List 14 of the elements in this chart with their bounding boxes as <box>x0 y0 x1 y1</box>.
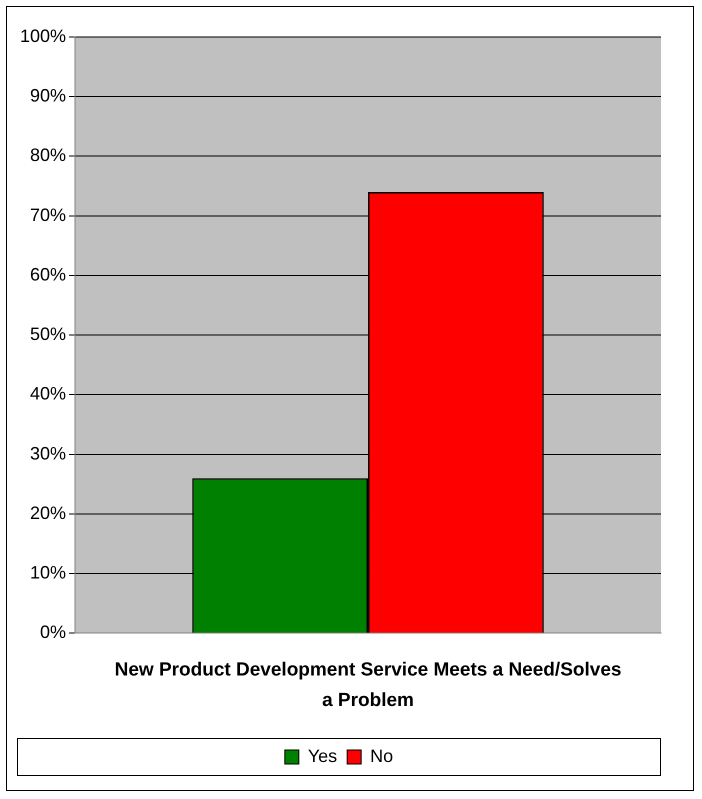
y-tick-label: 0% <box>40 622 66 642</box>
legend-label: Yes <box>308 746 338 766</box>
y-tick-label: 100% <box>20 26 66 46</box>
x-tick-label: New Product Development Service Meets a Need/Solves a Problem <box>114 660 622 712</box>
legend-label: No <box>370 746 394 766</box>
y-tick-label: 30% <box>30 443 66 464</box>
y-tick-label: 10% <box>30 562 66 583</box>
y-tick-label: 60% <box>30 264 66 284</box>
y-tick-label: 90% <box>30 86 66 106</box>
y-tick-label: 40% <box>30 384 66 404</box>
y-tick-label: 20% <box>30 502 66 523</box>
y-tick-label: 70% <box>30 204 66 225</box>
y-tick-label: 50% <box>30 324 66 344</box>
y-tick-label: 80% <box>30 145 66 166</box>
